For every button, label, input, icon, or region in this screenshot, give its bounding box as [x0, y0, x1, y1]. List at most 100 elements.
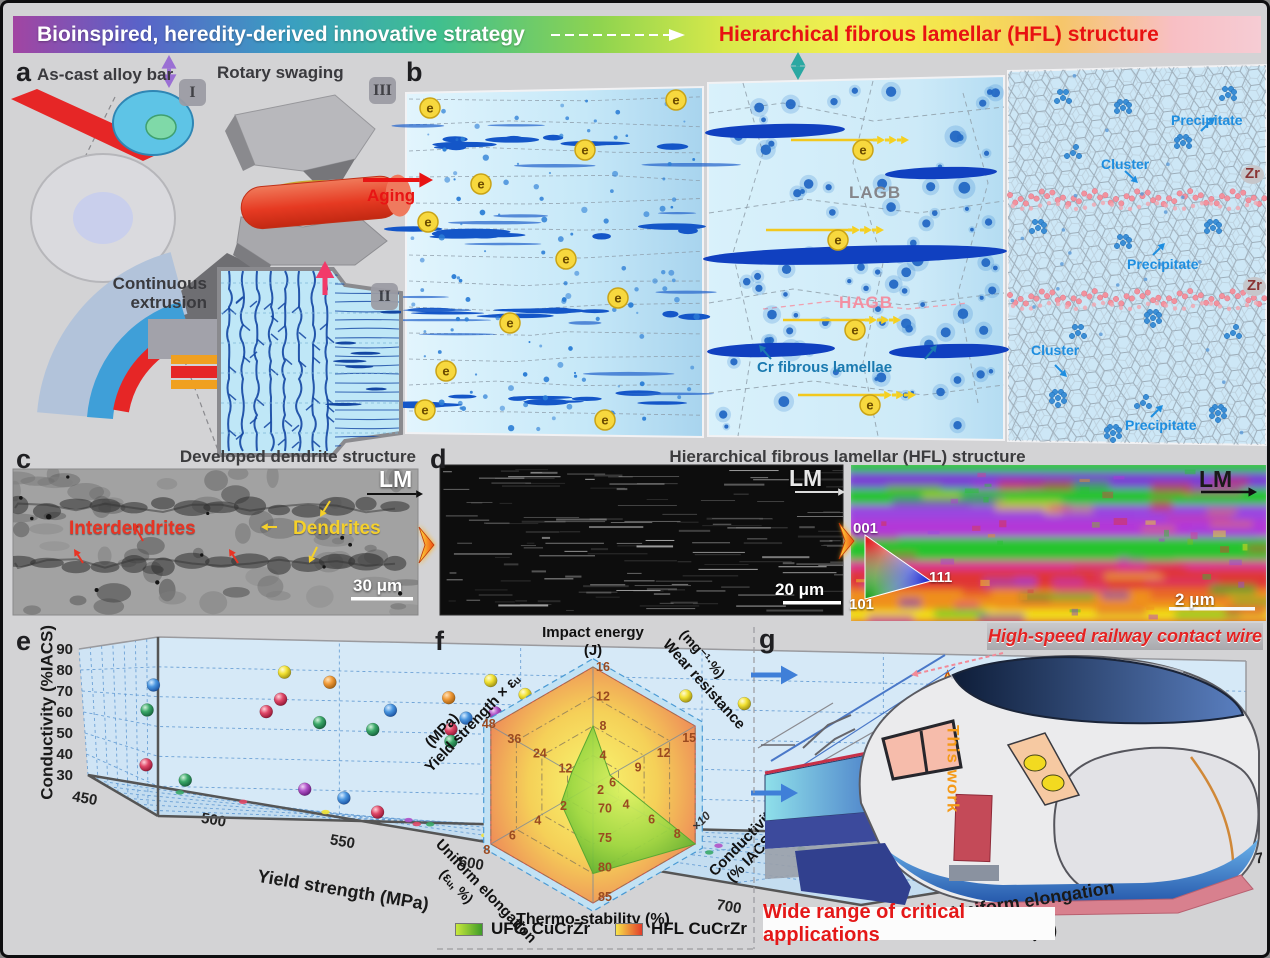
panel-c-title: Developed dendrite structure: [179, 447, 416, 466]
svg-text:40: 40: [56, 746, 73, 763]
contact-wire-callout: High-speed railway contact wire: [987, 623, 1263, 650]
svg-text:48: 48: [482, 717, 496, 731]
svg-text:6: 6: [509, 828, 516, 842]
banner-dashed-arrow-icon: [550, 28, 685, 41]
ipf-101-label: 101: [849, 596, 875, 613]
stage-1-badge: I: [179, 79, 206, 106]
zr-label: Zr: [1241, 165, 1264, 184]
banner: Bioinspired, heredity-derived innovative…: [13, 16, 1261, 53]
z-axis-label: Conductivity (%IACS): [37, 624, 57, 800]
svg-text:12: 12: [558, 761, 572, 775]
svg-text:500: 500: [200, 810, 228, 831]
panel-d-letter: d: [430, 444, 447, 474]
scale-bar-30um-label: 30 μm: [353, 576, 403, 595]
legend-item-ufg: UFG CuCrZr: [455, 919, 590, 939]
svg-text:7: 7: [1254, 850, 1265, 868]
svg-text:12: 12: [657, 746, 671, 760]
svg-text:2: 2: [560, 799, 567, 813]
svg-text:550: 550: [329, 831, 357, 852]
svg-text:e: e: [562, 252, 569, 267]
train-headlight-icon: [1023, 754, 1047, 772]
svg-text:450: 450: [71, 788, 99, 809]
panel-b-right-lattice: [1007, 74, 1267, 443]
figure-art: e e e e e e e e e e e e e e e: [11, 52, 1267, 950]
svg-text:30: 30: [56, 767, 73, 784]
svg-text:16: 16: [596, 660, 610, 674]
train-windshield-icon: [951, 656, 1245, 725]
svg-text:70: 70: [598, 802, 612, 816]
svg-text:4: 4: [623, 798, 630, 812]
svg-text:e: e: [424, 215, 431, 230]
svg-text:4: 4: [600, 749, 607, 763]
train-cab-window-icon: [881, 719, 963, 781]
cluster-label: Cluster: [1101, 156, 1150, 172]
legend-label-hfl: HFL CuCrZr: [651, 919, 748, 938]
panel-a-letter: a: [16, 57, 32, 87]
precipitate-label: Precipitate: [1171, 112, 1243, 128]
continuous-extrusion-label: Continuous extrusion: [112, 274, 207, 312]
scale-bar-2um-label: 2 μm: [1175, 590, 1215, 609]
legend-item-hfl: HFL CuCrZr: [615, 919, 747, 939]
legend-swatch-hfl: [615, 922, 643, 936]
svg-text:24: 24: [533, 747, 547, 761]
svg-text:e: e: [477, 177, 484, 192]
svg-text:4: 4: [534, 814, 541, 828]
zr-label: Zr: [1243, 277, 1266, 296]
svg-text:9: 9: [635, 761, 642, 775]
ipf-111-label: 111: [929, 569, 953, 586]
svg-text:15: 15: [682, 731, 696, 745]
svg-text:e: e: [672, 93, 679, 108]
svg-text:Impact energy: Impact energy: [542, 624, 644, 641]
swaged-rod-icon: [240, 174, 412, 230]
high-speed-train-icon: [757, 654, 1260, 917]
svg-text:85: 85: [598, 890, 612, 904]
legend-label-ufg: UFG CuCrZr: [491, 919, 591, 938]
svg-text:8: 8: [483, 843, 490, 857]
svg-text:e: e: [614, 291, 621, 306]
svg-text:8: 8: [674, 827, 681, 841]
cr-fibrous-lamellae-label: Cr fibrous lamellae: [757, 359, 893, 376]
banner-right-text: Hierarchical fibrous lamellar (HFL) stru…: [718, 22, 1159, 46]
aging-label: Aging: [367, 186, 416, 205]
lm-direction-label: LM: [1199, 466, 1233, 492]
hagb-label: HAGB: [839, 293, 894, 312]
rotary-swaging-label: Rotary swaging: [217, 63, 344, 82]
stage-2-badge: II: [371, 283, 398, 310]
panel-g-letter: g: [759, 624, 776, 654]
panel-b-middle-micro: e e e e: [703, 80, 1009, 437]
svg-text:e: e: [426, 101, 433, 116]
dendrite-inset: [217, 267, 403, 457]
lm-direction-label: LM: [379, 466, 413, 492]
stage-3-badge: III: [369, 77, 396, 104]
misc-arrows: [74, 52, 1257, 950]
precipitate-label: Precipitate: [1125, 417, 1197, 433]
dendrites-label: Dendrites: [293, 518, 381, 539]
svg-text:8: 8: [600, 719, 607, 733]
svg-text:12: 12: [596, 690, 610, 704]
panel-c-micrograph: [12, 468, 419, 616]
panel-a-machines: [11, 89, 412, 457]
panel-d-title: Hierarchical fibrous lamellar (HFL) stru…: [669, 447, 1026, 466]
svg-text:80: 80: [598, 861, 612, 875]
svg-text:e: e: [866, 398, 873, 413]
svg-text:80: 80: [56, 662, 73, 679]
panel-d-texture: [443, 469, 843, 612]
panel-c-texture: [13, 469, 418, 615]
ipf-001-label: 001: [853, 520, 879, 537]
legend-swatch-ufg: [455, 922, 483, 936]
svg-text:e: e: [851, 323, 858, 338]
panel-c-letter: c: [16, 444, 32, 474]
panel-b-left-micro: e e e e e e e e e e e: [381, 89, 742, 432]
cluster-label: Cluster: [1031, 342, 1080, 358]
svg-text:e: e: [859, 143, 866, 158]
svg-text:e: e: [834, 233, 841, 248]
svg-text:e: e: [581, 143, 588, 158]
svg-text:60: 60: [56, 704, 73, 721]
svg-text:e: e: [442, 364, 449, 379]
svg-text:2: 2: [597, 783, 604, 797]
svg-text:600: 600: [457, 853, 485, 874]
svg-text:e: e: [506, 316, 513, 331]
lm-direction-label: LM: [789, 465, 823, 491]
panel-f-letter: f: [435, 626, 444, 656]
